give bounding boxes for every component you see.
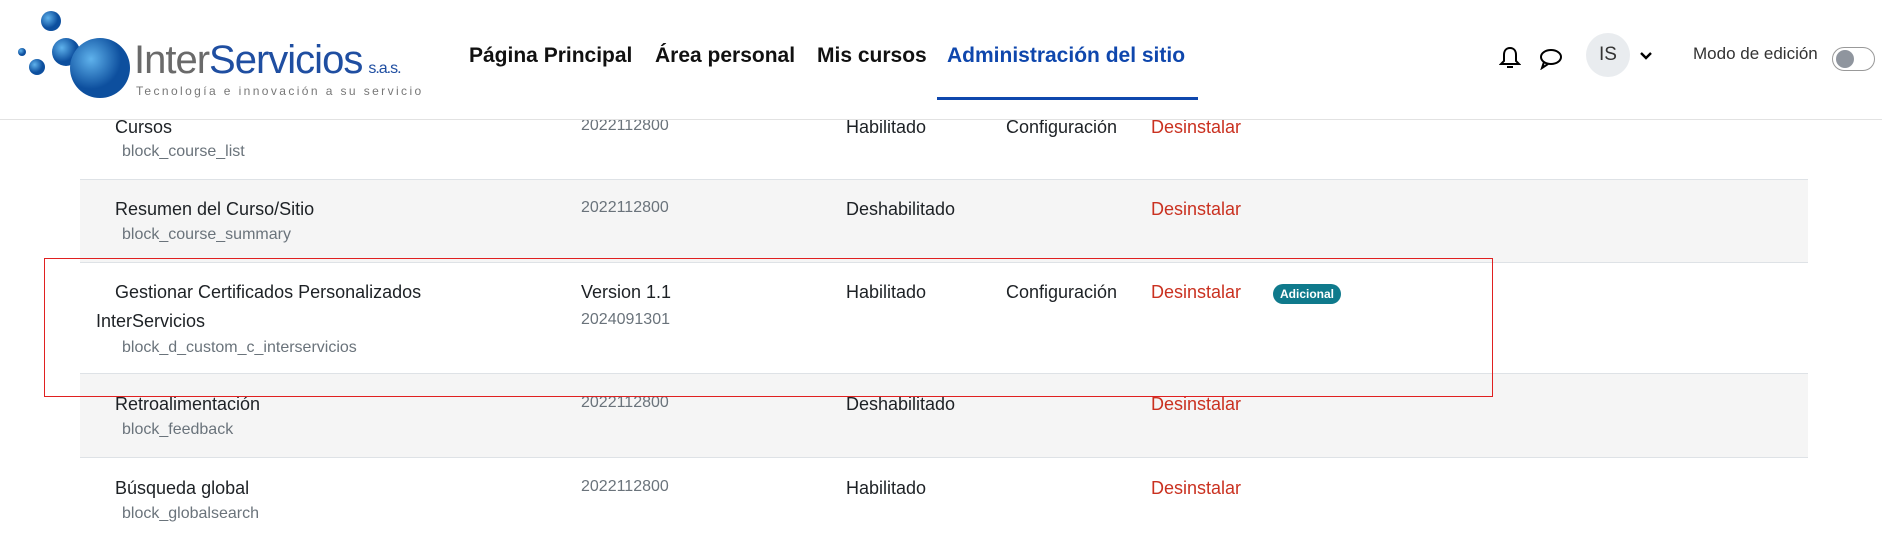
chevron-down-icon[interactable] [1640, 52, 1652, 60]
uninstall-link[interactable]: Desinstalar [1151, 117, 1242, 137]
plugin-release: Version 1.1 [581, 282, 672, 302]
plugin-component: block_course_list [122, 143, 245, 160]
plugin-version: 2022112800 [581, 199, 669, 216]
logo-tagline: Tecnología e innovación a su servicio [136, 84, 424, 98]
table-row: Búsqueda global block_globalsearch 20221… [80, 457, 1808, 537]
uninstall-link[interactable]: Desinstalar [1151, 282, 1242, 302]
plugin-version: 2022112800 [581, 478, 669, 495]
table-row: Resumen del Curso/Sitio block_course_sum… [80, 179, 1808, 262]
logo-text-2: Servicios [209, 38, 363, 82]
settings-link[interactable]: Configuración [1006, 282, 1118, 302]
plugin-version: 2022112800 [581, 117, 669, 134]
plugin-name: Resumen del Curso/Sitio [115, 199, 315, 219]
plugin-name-line2: InterServicios [96, 311, 206, 331]
plugin-version: 2024091301 [581, 311, 670, 328]
plugin-name: Gestionar Certificados Personalizados [115, 282, 422, 302]
plugin-status: Deshabilitado [846, 199, 956, 219]
nav-home[interactable]: Página Principal [469, 44, 633, 67]
chat-icon[interactable] [1539, 48, 1563, 70]
plugin-status: Habilitado [846, 117, 927, 137]
plugin-component: block_feedback [122, 421, 234, 438]
highlight-box [44, 258, 1493, 397]
table-row: Retroalimentación block_feedback 2022112… [80, 373, 1808, 457]
logo-bubbles-icon [18, 11, 130, 98]
plugin-status: Deshabilitado [846, 394, 956, 414]
nav-site-admin[interactable]: Administración del sitio [947, 44, 1186, 67]
nav-my-courses[interactable]: Mis cursos [817, 44, 927, 67]
additional-badge: Adicional [1273, 284, 1342, 304]
nav-dashboard[interactable]: Área personal [655, 44, 796, 67]
table-row: Gestionar Certificados Personalizados In… [80, 262, 1808, 373]
logo-text: Inter [134, 38, 210, 82]
active-tab-indicator [937, 97, 1198, 100]
user-avatar[interactable]: IS [1586, 33, 1630, 77]
uninstall-link[interactable]: Desinstalar [1151, 394, 1242, 414]
edit-mode-toggle[interactable] [1832, 47, 1875, 71]
logo[interactable]: InterServicios s.a.s. Tecnología e innova… [14, 10, 434, 100]
edit-mode-label: Modo de edición [1693, 44, 1818, 63]
settings-link[interactable]: Configuración [1006, 117, 1118, 137]
plugin-name: Retroalimentación [115, 394, 261, 414]
uninstall-link[interactable]: Desinstalar [1151, 478, 1242, 498]
plugin-status: Habilitado [846, 478, 927, 498]
uninstall-link[interactable]: Desinstalar [1151, 199, 1242, 219]
plugin-component: block_course_summary [122, 226, 291, 243]
plugin-name: Cursos [115, 117, 173, 137]
plugin-name: Búsqueda global [115, 478, 250, 498]
plugin-version: 2022112800 [581, 394, 669, 411]
plugin-component: block_globalsearch [122, 505, 259, 522]
logo-sas: s.a.s. [368, 60, 401, 77]
bell-icon[interactable] [1499, 46, 1521, 70]
top-navbar: InterServicios s.a.s. Tecnología e innova… [0, 0, 1882, 120]
plugin-status: Habilitado [846, 282, 927, 302]
plugin-component: block_d_custom_c_interservicios [122, 339, 357, 356]
